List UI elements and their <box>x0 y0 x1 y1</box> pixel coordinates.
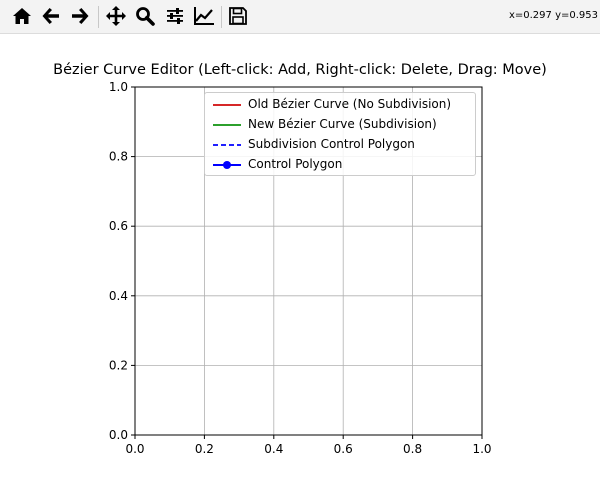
x-tick-label: 0.6 <box>334 442 353 456</box>
edit-axis-icon <box>194 7 214 25</box>
legend-label: Old Bézier Curve (No Subdivision) <box>248 97 452 111</box>
legend-item-subdivision-polygon: Subdivision Control Polygon <box>205 135 475 155</box>
legend-item-control-polygon: Control Polygon <box>205 155 475 175</box>
edit-axis-button[interactable] <box>192 4 216 28</box>
legend-item-old-bezier: Old Bézier Curve (No Subdivision) <box>205 95 475 115</box>
blue-dashed-line-swatch <box>213 144 241 146</box>
toolbar-separator <box>98 6 99 28</box>
y-tick-label: 0.8 <box>109 150 128 164</box>
y-tick-label: 0.2 <box>109 358 128 372</box>
legend-item-new-bezier: New Bézier Curve (Subdivision) <box>205 115 475 135</box>
axes-frame <box>134 86 483 436</box>
y-tick-labels: 0.0 0.2 0.4 0.6 0.8 1.0 <box>109 80 128 442</box>
figure-title: Bézier Curve Editor (Left-click: Add, Ri… <box>53 62 547 78</box>
y-tick-label: 0.0 <box>109 428 128 442</box>
y-tick-label: 0.4 <box>109 289 128 303</box>
zoom-button[interactable] <box>133 4 157 28</box>
legend-label: New Bézier Curve (Subdivision) <box>248 117 437 131</box>
zoom-icon <box>136 7 155 26</box>
configure-subplots-icon <box>167 8 183 24</box>
configure-subplots-button[interactable] <box>163 4 187 28</box>
legend-label: Control Polygon <box>248 157 343 171</box>
legend-label: Subdivision Control Polygon <box>248 137 415 151</box>
forward-icon <box>72 8 89 24</box>
legend: Old Bézier Curve (No Subdivision) New Bé… <box>204 92 476 176</box>
toolbar-separator <box>221 6 222 28</box>
navigation-toolbar: x=0.297 y=0.953 <box>0 0 600 34</box>
x-tick-label: 0.8 <box>403 442 422 456</box>
x-tick-labels: 0.0 0.2 0.4 0.6 0.8 1.0 <box>125 442 491 456</box>
blue-line-marker-swatch <box>213 161 241 169</box>
pan-icon <box>106 6 126 26</box>
x-tick-label: 0.4 <box>264 442 283 456</box>
y-tick-label: 0.6 <box>109 219 128 233</box>
cursor-coordinates: x=0.297 y=0.953 <box>508 10 598 21</box>
tick-marks <box>131 86 483 439</box>
green-solid-line-swatch <box>213 124 241 126</box>
x-tick-label: 1.0 <box>472 442 491 456</box>
back-icon <box>42 8 59 24</box>
back-button[interactable] <box>39 4 63 28</box>
y-tick-label: 1.0 <box>109 80 128 94</box>
forward-button[interactable] <box>68 4 92 28</box>
pan-button[interactable] <box>104 4 128 28</box>
save-button[interactable] <box>226 4 250 28</box>
x-tick-label: 0.2 <box>195 442 214 456</box>
x-tick-label: 0.0 <box>125 442 144 456</box>
home-icon <box>13 8 31 24</box>
red-solid-line-swatch <box>213 104 241 106</box>
home-button[interactable] <box>10 4 34 28</box>
save-icon <box>229 7 247 25</box>
